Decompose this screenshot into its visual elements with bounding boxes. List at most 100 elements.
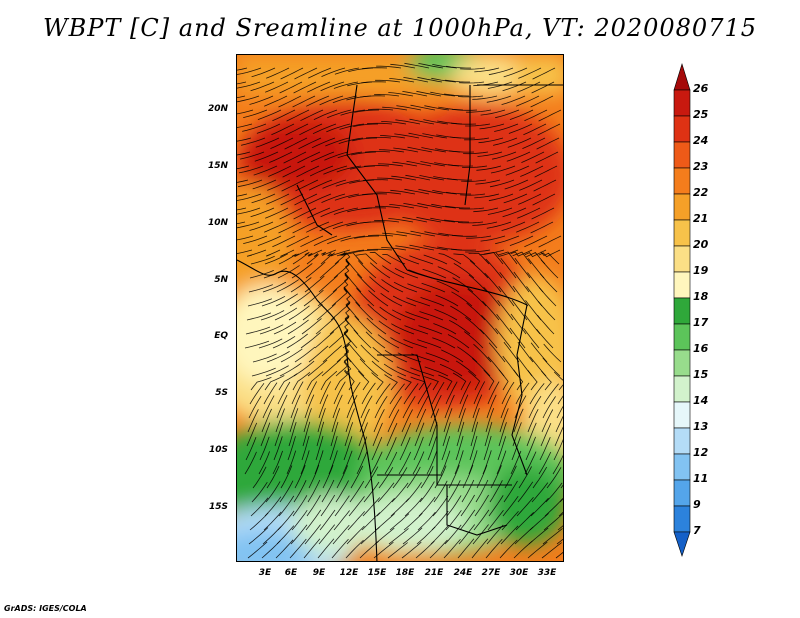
lon-label-12e: 12E xyxy=(339,568,359,578)
streamline xyxy=(417,339,442,349)
streamline xyxy=(513,369,524,391)
streamline xyxy=(351,151,377,156)
streamline xyxy=(266,351,290,363)
streamline xyxy=(443,408,453,433)
streamline xyxy=(405,311,430,321)
streamline xyxy=(294,67,318,80)
streamline xyxy=(498,285,515,307)
streamline xyxy=(399,437,411,461)
streamline xyxy=(432,337,456,349)
streamline xyxy=(557,525,563,531)
streamline xyxy=(410,104,436,111)
streamline xyxy=(404,497,423,517)
streamline xyxy=(518,67,542,79)
streamline xyxy=(379,149,405,153)
colorbar-label: 26 xyxy=(693,82,709,95)
lat-label-eq: EQ xyxy=(214,331,228,341)
streamline xyxy=(350,465,364,489)
streamline xyxy=(248,395,262,419)
streamline xyxy=(306,221,330,233)
streamline xyxy=(345,258,363,279)
streamline xyxy=(321,67,346,77)
streamline xyxy=(397,375,412,391)
streamline xyxy=(440,450,451,475)
streamline xyxy=(353,249,379,253)
streamline xyxy=(366,248,393,251)
streamline xyxy=(279,480,294,503)
streamline xyxy=(278,373,298,391)
streamline xyxy=(393,147,419,153)
streamline xyxy=(296,165,320,178)
streamline xyxy=(488,495,504,517)
streamline xyxy=(545,482,563,503)
streamline xyxy=(524,235,548,248)
streamline xyxy=(307,249,323,257)
streamline xyxy=(389,78,415,83)
streamline xyxy=(307,81,331,93)
streamline xyxy=(529,513,549,531)
streamline xyxy=(320,81,345,92)
streamline xyxy=(444,219,470,223)
streamline xyxy=(375,513,395,531)
streamline xyxy=(342,450,353,475)
streamline xyxy=(473,509,490,531)
streamline xyxy=(294,465,306,489)
colorbar-label: 7 xyxy=(693,524,701,537)
streamline xyxy=(317,289,338,307)
streamline xyxy=(310,151,335,163)
streamline xyxy=(367,234,394,237)
streamline xyxy=(500,525,519,545)
streamline xyxy=(538,235,562,248)
colorbar-swatch xyxy=(673,245,691,273)
streamline xyxy=(258,338,283,349)
streamline xyxy=(451,291,473,307)
streamline xyxy=(441,349,464,363)
streamline xyxy=(359,358,379,377)
streamline xyxy=(363,165,390,167)
streamline xyxy=(426,450,438,475)
lat-label-10s: 10S xyxy=(208,445,228,455)
streamline xyxy=(361,207,387,210)
streamline xyxy=(290,277,312,293)
streamline xyxy=(497,436,507,461)
streamline xyxy=(248,284,273,293)
streamline xyxy=(321,479,335,503)
streamline xyxy=(540,251,560,265)
streamline xyxy=(468,450,478,475)
colorbar-label: 23 xyxy=(693,160,709,173)
streamline xyxy=(287,436,296,461)
streamline xyxy=(264,221,288,233)
streamline xyxy=(392,295,417,307)
streamline xyxy=(349,480,365,503)
streamline xyxy=(536,137,560,150)
streamline xyxy=(382,106,408,111)
streamline xyxy=(329,435,338,461)
streamline xyxy=(559,498,563,503)
streamline xyxy=(332,95,358,104)
streamline xyxy=(307,359,328,377)
streamline xyxy=(477,151,503,157)
streamline xyxy=(543,343,562,363)
shaded-temperature xyxy=(237,55,563,561)
streamline xyxy=(273,321,297,335)
streamline xyxy=(250,207,275,218)
streamline xyxy=(532,466,548,489)
streamline xyxy=(416,90,442,97)
streamline xyxy=(237,249,253,254)
streamline xyxy=(276,279,299,293)
streamline xyxy=(316,303,337,321)
streamline xyxy=(495,235,520,245)
streamline xyxy=(345,539,364,559)
streamline xyxy=(270,137,294,149)
streamline xyxy=(466,235,492,239)
streamline xyxy=(504,465,517,489)
streamline xyxy=(409,255,434,265)
streamline xyxy=(433,323,457,335)
streamline xyxy=(337,151,363,159)
streamline xyxy=(242,123,267,132)
streamline xyxy=(480,235,506,242)
streamline xyxy=(257,109,282,120)
streamline xyxy=(257,235,282,246)
streamline xyxy=(450,136,476,139)
colorbar-label: 14 xyxy=(693,394,709,407)
